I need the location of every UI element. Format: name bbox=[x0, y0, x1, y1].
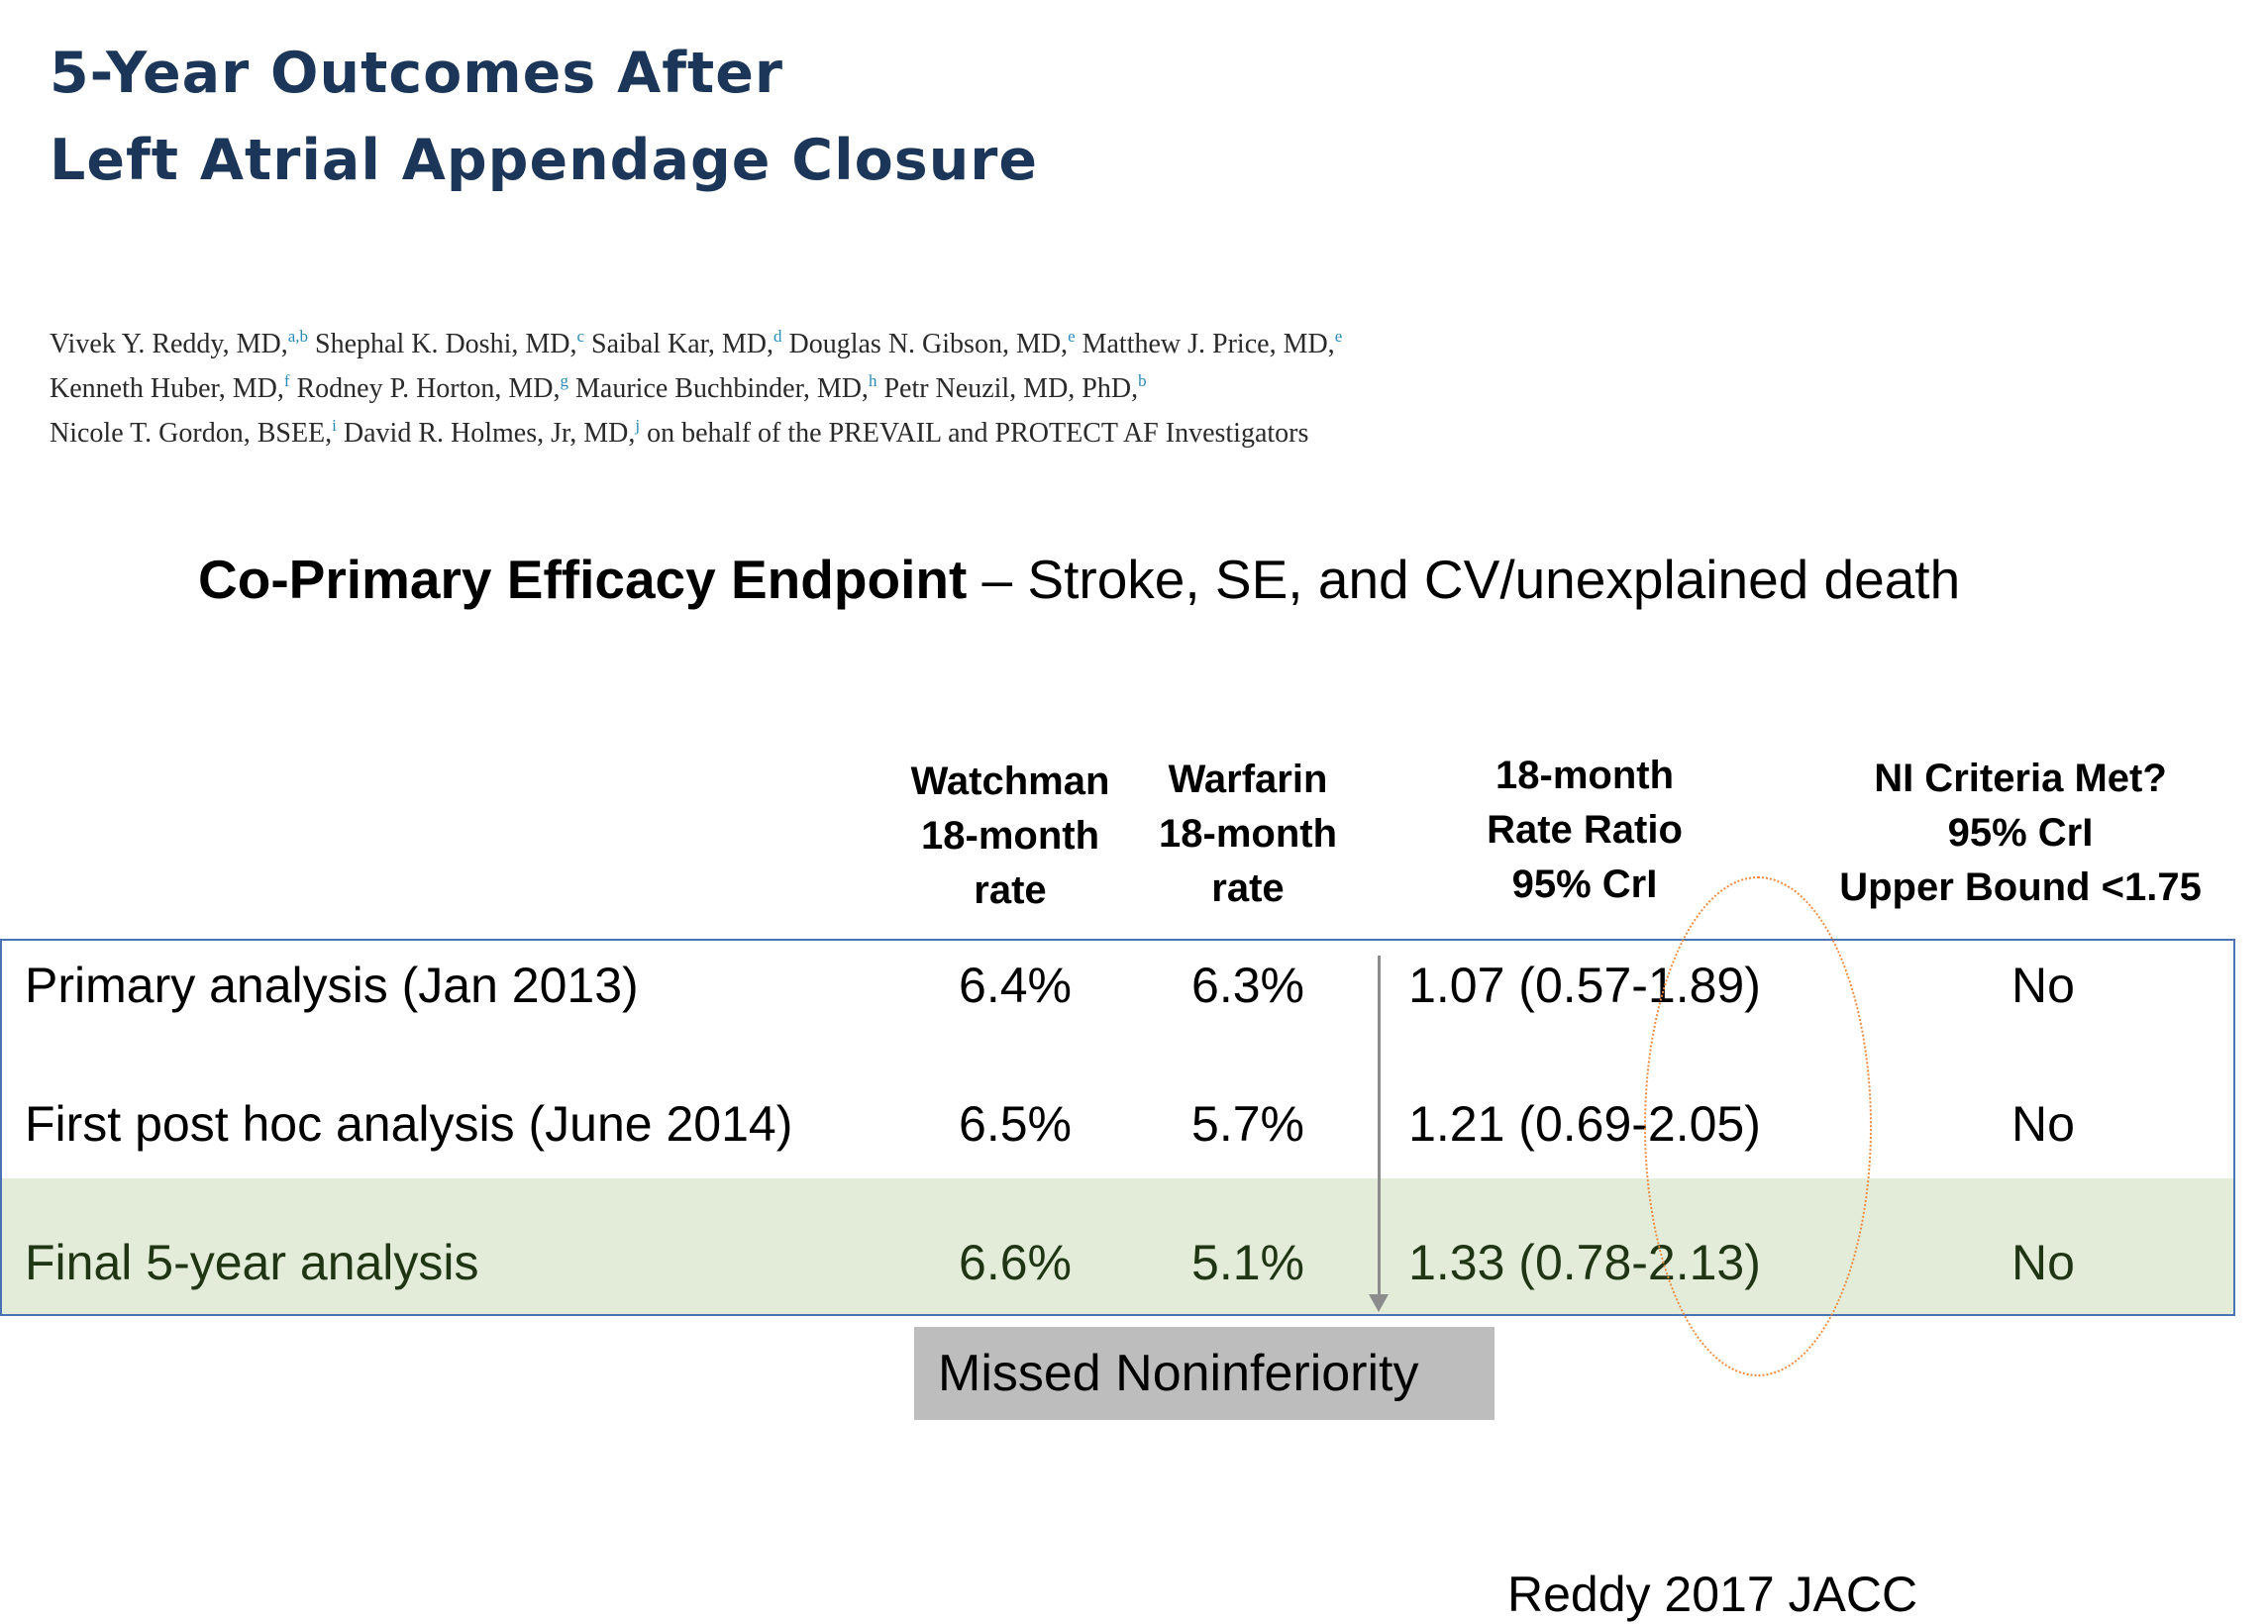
row-label: Primary analysis (Jan 2013) bbox=[25, 958, 639, 1013]
author-affiliation: h bbox=[868, 371, 877, 390]
author-name: Petr Neuzil, MD, PhD, bbox=[883, 373, 1139, 404]
column-header-line: rate bbox=[1211, 866, 1285, 910]
author-affiliation: i bbox=[332, 416, 337, 435]
author-affiliation: e bbox=[1334, 327, 1343, 346]
article-title: 5-Year Outcomes After Left Atrial Append… bbox=[50, 30, 1038, 204]
watchman-rate: 6.4% bbox=[959, 958, 1072, 1013]
watchman-rate: 6.6% bbox=[959, 1235, 1072, 1290]
author-affiliation: b bbox=[1138, 371, 1147, 390]
author-name: Nicole T. Gordon, BSEE, bbox=[50, 418, 333, 449]
missed-noninferiority-callout: Missed Noninferiority bbox=[914, 1327, 1495, 1420]
warfarin-rate: 5.7% bbox=[1191, 1096, 1304, 1152]
author-affiliation: c bbox=[576, 327, 585, 346]
upper-bound-highlight-ellipse bbox=[1644, 876, 1872, 1376]
endpoint-heading-rest: – Stroke, SE, and CV/unexplained death bbox=[967, 549, 1961, 610]
column-header-watchman: Watchman 18-month rate bbox=[891, 755, 1129, 918]
column-header-rate-ratio: 18-month Rate Ratio 95% CrI bbox=[1426, 749, 1743, 912]
author-name: Douglas N. Gibson, MD, bbox=[788, 329, 1069, 359]
trend-arrow-line bbox=[1378, 956, 1381, 1297]
author-list: Vivek Y. Reddy, MD,a,b Shephal K. Doshi,… bbox=[50, 322, 1342, 456]
author-affiliation: f bbox=[283, 371, 290, 390]
article-title-line-2: Left Atrial Appendage Closure bbox=[50, 128, 1039, 193]
author-name: David R. Holmes, Jr, MD, bbox=[343, 418, 636, 449]
citation: Reddy 2017 JACC bbox=[1507, 1567, 1918, 1622]
author-affiliation: e bbox=[1068, 327, 1076, 346]
column-header-line: 18-month bbox=[1159, 812, 1337, 856]
author-affiliation: d bbox=[773, 327, 782, 346]
trend-arrow-head-icon bbox=[1369, 1294, 1389, 1312]
author-affiliation: g bbox=[560, 371, 569, 390]
column-header-line: 18-month bbox=[1495, 754, 1674, 797]
column-header-line: Warfarin bbox=[1168, 758, 1328, 801]
warfarin-rate: 5.1% bbox=[1191, 1235, 1304, 1290]
author-name: Shephal K. Doshi, MD, bbox=[315, 329, 577, 359]
ni-criteria-met: No bbox=[2011, 1235, 2075, 1290]
watchman-rate: 6.5% bbox=[959, 1096, 1072, 1152]
column-header-line: Watchman bbox=[910, 760, 1110, 803]
author-name: Vivek Y. Reddy, MD, bbox=[50, 329, 288, 359]
ni-criteria-met: No bbox=[2011, 958, 2075, 1013]
column-header-line: 18-month bbox=[921, 814, 1099, 858]
article-title-line-1: 5-Year Outcomes After bbox=[50, 41, 784, 106]
author-list-tail: on behalf of the PREVAIL and PROTECT AF … bbox=[647, 418, 1309, 449]
author-name: Saibal Kar, MD, bbox=[591, 329, 773, 359]
column-header-line: 95% CrI bbox=[1511, 863, 1658, 906]
row-label: Final 5-year analysis bbox=[25, 1235, 479, 1290]
ni-criteria-met: No bbox=[2011, 1096, 2075, 1152]
author-name: Matthew J. Price, MD, bbox=[1082, 329, 1335, 359]
results-table bbox=[0, 939, 2235, 1316]
author-affiliation: a,b bbox=[287, 327, 309, 346]
column-header-line: rate bbox=[974, 868, 1047, 912]
row-label: First post hoc analysis (June 2014) bbox=[25, 1096, 793, 1152]
author-line-2: Kenneth Huber, MD,f Rodney P. Horton, MD… bbox=[50, 366, 1342, 411]
author-line-3: Nicole T. Gordon, BSEE,i David R. Holmes… bbox=[50, 411, 1342, 456]
warfarin-rate: 6.3% bbox=[1191, 958, 1304, 1013]
column-header-line: NI Criteria Met? bbox=[1874, 757, 2167, 800]
author-affiliation: j bbox=[635, 416, 641, 435]
column-header-line: Upper Bound <1.75 bbox=[1839, 865, 2202, 909]
column-header-line: Rate Ratio bbox=[1487, 808, 1683, 852]
column-header-warfarin: Warfarin 18-month rate bbox=[1129, 753, 1367, 916]
endpoint-heading: Co-Primary Efficacy Endpoint – Stroke, S… bbox=[198, 545, 1960, 614]
author-line-1: Vivek Y. Reddy, MD,a,b Shephal K. Doshi,… bbox=[50, 322, 1342, 366]
column-header-ni-criteria: NI Criteria Met? 95% CrI Upper Bound <1.… bbox=[1803, 752, 2238, 915]
column-header-line: 95% CrI bbox=[1947, 811, 2094, 855]
author-name: Rodney P. Horton, MD, bbox=[296, 373, 561, 404]
author-name: Maurice Buchbinder, MD, bbox=[575, 373, 869, 404]
endpoint-heading-bold: Co-Primary Efficacy Endpoint bbox=[198, 549, 968, 610]
author-name: Kenneth Huber, MD, bbox=[50, 373, 284, 404]
